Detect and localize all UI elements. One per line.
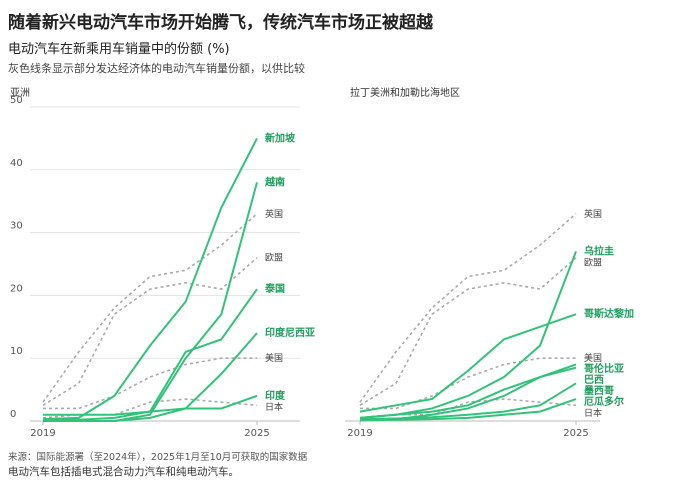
series-label: 美国 bbox=[265, 352, 283, 364]
series-line bbox=[359, 313, 577, 413]
description: 灰色线条显示部分发达经济体的电动汽车销量份额，以供比较 bbox=[8, 62, 305, 75]
series-line bbox=[359, 213, 577, 403]
note: 电动汽车包括插电式混合动力汽车和纯电动汽车。 bbox=[8, 466, 239, 478]
panel-title: 拉丁美洲和加勒比海地区 bbox=[350, 86, 460, 99]
series-label: 美国 bbox=[584, 352, 602, 364]
y-tick-label: 50 bbox=[10, 95, 23, 106]
series-line bbox=[359, 366, 577, 421]
series-line bbox=[43, 394, 258, 416]
x-tick-label: 2025 bbox=[563, 428, 588, 439]
y-tick-label: 0 bbox=[10, 409, 16, 420]
series-line bbox=[42, 257, 258, 406]
subtitle: 电动汽车在新乘用车销量中的份额 (%) bbox=[8, 42, 230, 57]
series-line bbox=[42, 398, 258, 419]
y-tick-label: 10 bbox=[10, 346, 23, 357]
series-line bbox=[43, 332, 258, 422]
series-label: 乌拉圭 bbox=[584, 244, 614, 257]
series-line bbox=[42, 137, 258, 421]
series-label: 哥伦比亚 bbox=[584, 362, 624, 375]
panel-title: 亚洲 bbox=[10, 87, 30, 99]
series-label: 新加坡 bbox=[265, 131, 296, 144]
series-label: 日本 bbox=[265, 401, 283, 413]
series-line bbox=[359, 251, 577, 419]
series-line bbox=[360, 357, 576, 410]
x-tick-label: 2019 bbox=[347, 428, 372, 439]
y-tick-label: 20 bbox=[10, 283, 23, 294]
x-tick-label: 2025 bbox=[244, 428, 269, 439]
series-label: 越南 bbox=[264, 175, 285, 188]
series-label: 巴西 bbox=[584, 374, 604, 386]
y-tick-label: 40 bbox=[10, 158, 23, 169]
series-label: 哥斯达黎加 bbox=[584, 307, 634, 320]
series-label: 泰国 bbox=[264, 282, 285, 295]
source: 来源：国际能源署（至2024年），2025年1月至10月可获取的国家数据 bbox=[8, 452, 308, 463]
series-label: 印度 bbox=[265, 389, 286, 402]
series-label: 墨西哥 bbox=[584, 385, 614, 397]
series-label: 英国 bbox=[265, 208, 283, 220]
series-label: 日本 bbox=[584, 407, 602, 419]
x-tick-label: 2019 bbox=[30, 428, 55, 439]
series-label: 欧盟 bbox=[584, 256, 602, 268]
series-label: 英国 bbox=[584, 208, 602, 220]
series-label: 欧盟 bbox=[265, 252, 283, 264]
series-line bbox=[359, 382, 577, 421]
series-line bbox=[43, 357, 257, 410]
y-tick-label: 30 bbox=[10, 221, 23, 232]
title: 随着新兴电动汽车市场开始腾飞，传统汽车市场正被超越 bbox=[8, 13, 433, 33]
series-label: 厄瓜多尔 bbox=[584, 395, 624, 408]
series-line bbox=[43, 288, 258, 421]
series-line bbox=[359, 257, 577, 406]
series-line bbox=[42, 213, 258, 403]
series-label: 印度尼西亚 bbox=[265, 326, 315, 339]
series-line bbox=[359, 398, 577, 422]
